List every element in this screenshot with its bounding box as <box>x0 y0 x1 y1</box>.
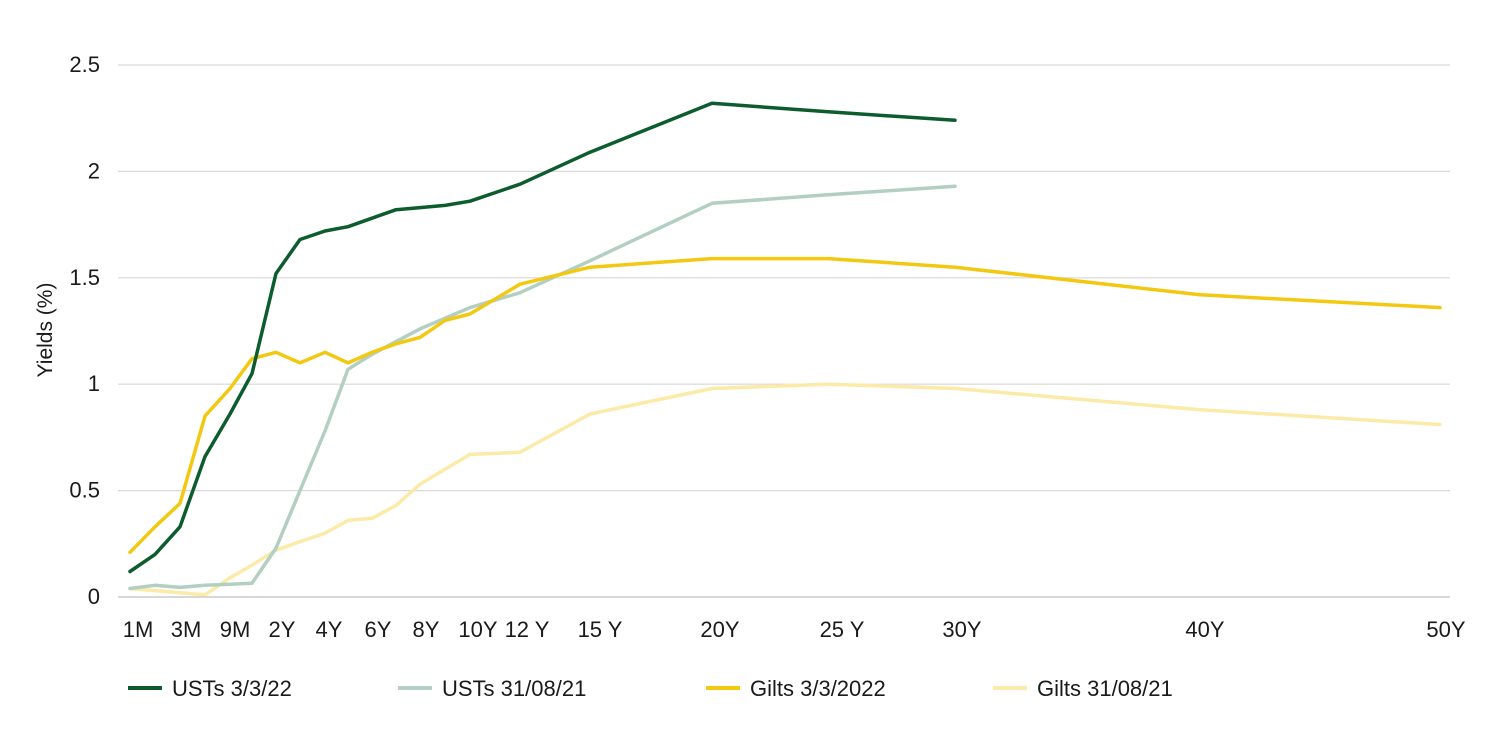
y-tick-label: 2.5 <box>69 52 100 77</box>
legend: USTs 3/3/22 USTs 31/08/21 Gilts 3/3/2022 Gi… <box>128 676 1173 701</box>
y-tick-label: 0 <box>88 584 100 609</box>
legend-item: USTs 3/3/22 <box>128 676 292 701</box>
y-tick-label: 1 <box>88 371 100 396</box>
series-line-3 <box>128 382 1442 597</box>
x-axis-ticks: 1M 3M 9M 2Y 4Y 6Y 8Y 10Y 12 Y 15 Y 20Y 25 Y 30Y 40Y 50… <box>123 617 1466 642</box>
x-tick-label: 15 Y <box>578 617 623 642</box>
series-lines <box>128 101 1442 597</box>
x-tick-label: 8Y <box>413 617 440 642</box>
legend-item: Gilts 3/3/2022 <box>706 676 886 701</box>
x-tick-label: 1M <box>123 617 154 642</box>
x-tick-label: 10Y <box>458 617 497 642</box>
x-tick-label: 6Y <box>365 617 392 642</box>
x-tick-label: 4Y <box>316 617 343 642</box>
legend-label: Gilts 31/08/21 <box>1037 676 1173 701</box>
x-tick-label: 50Y <box>1426 617 1465 642</box>
grid-lines <box>118 64 1450 598</box>
x-tick-label: 12 Y <box>505 617 550 642</box>
legend-item: USTs 31/08/21 <box>398 676 586 701</box>
x-tick-label: 25 Y <box>820 617 865 642</box>
legend-label: USTs 31/08/21 <box>442 676 586 701</box>
x-tick-label: 30Y <box>942 617 981 642</box>
series-line-1 <box>128 184 957 591</box>
y-tick-label: 2 <box>88 158 100 183</box>
legend-item: Gilts 31/08/21 <box>993 676 1173 701</box>
y-axis-title: Yields (%) <box>34 283 57 378</box>
y-tick-label: 1.5 <box>69 265 100 290</box>
legend-label: Gilts 3/3/2022 <box>750 676 886 701</box>
x-tick-label: 20Y <box>700 617 739 642</box>
x-tick-label: 9M <box>220 617 251 642</box>
y-axis-ticks: 0 0.5 1 1.5 2 2.5 <box>69 52 100 609</box>
series-line-2 <box>128 256 1442 555</box>
series-line-0 <box>128 101 957 574</box>
x-tick-label: 3M <box>171 617 202 642</box>
x-tick-label: 2Y <box>269 617 296 642</box>
legend-label: USTs 3/3/22 <box>172 676 292 701</box>
y-tick-label: 0.5 <box>69 478 100 503</box>
x-tick-label: 40Y <box>1185 617 1224 642</box>
